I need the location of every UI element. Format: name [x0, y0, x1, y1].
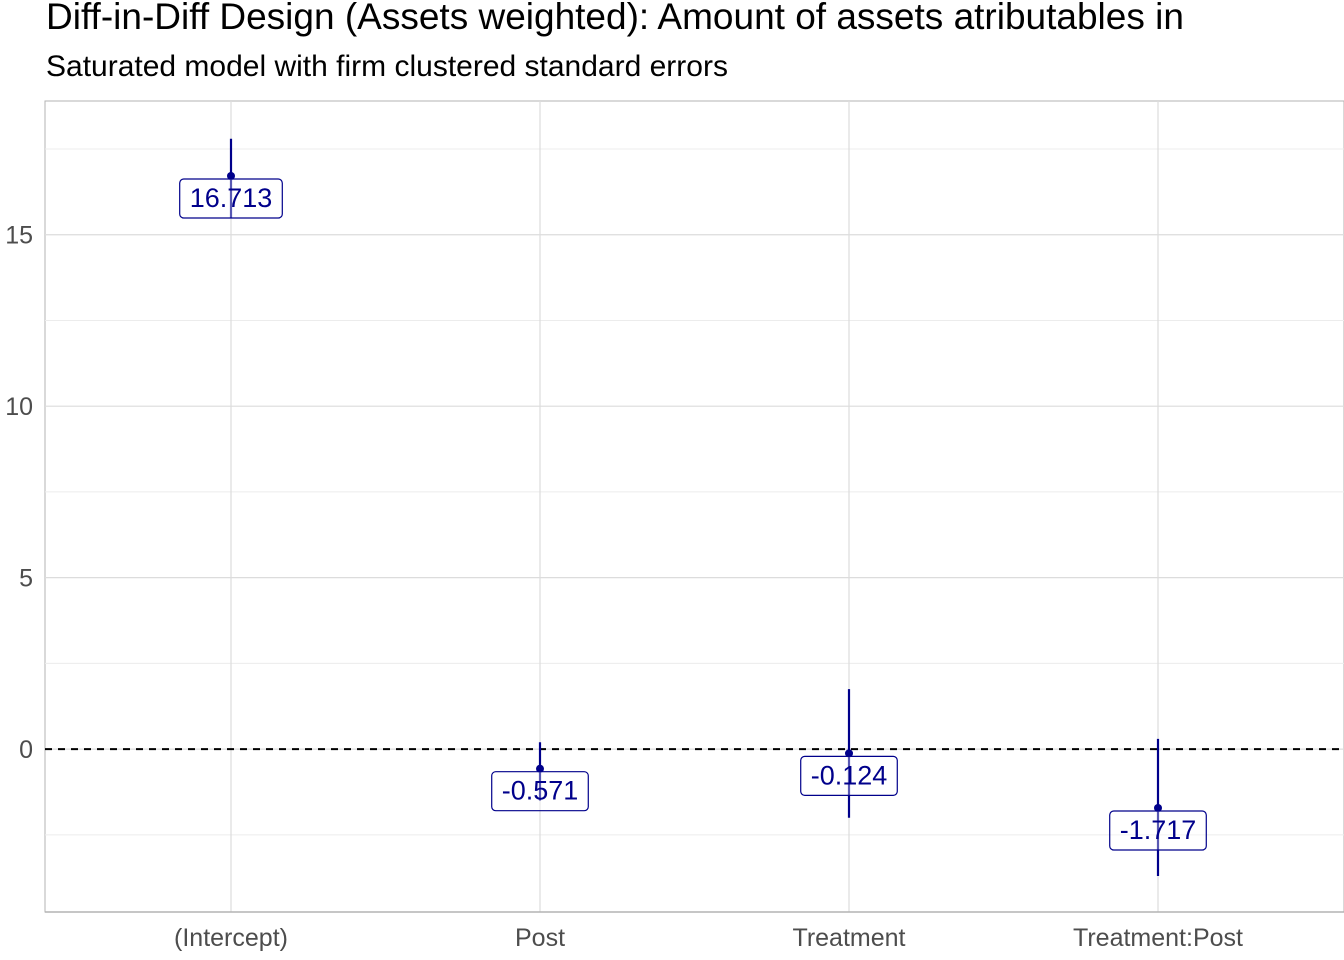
axis-layer: 0 5 10 15 (Intercept) Post Treatment Treatment:…	[5, 222, 1344, 952]
value-label-box	[491, 771, 589, 812]
coefficient-point	[536, 764, 544, 773]
label-layer: 16.713 -0.571 -0.124 -1.717	[179, 178, 1207, 851]
value-label-text: -0.124	[811, 760, 888, 790]
y-tick-label: 15	[5, 222, 33, 250]
value-label-box	[800, 755, 898, 796]
x-tick-label: Treatment	[792, 924, 905, 952]
coefficient-point	[1154, 803, 1162, 812]
value-label-box	[1109, 810, 1207, 851]
panel-border	[44, 100, 1344, 913]
coefficient-point	[845, 749, 853, 758]
value-label-text: -0.571	[502, 776, 579, 806]
value-label: -0.571	[491, 771, 589, 812]
x-tick-label: (Intercept)	[174, 924, 288, 952]
grid-layer	[44, 100, 1344, 913]
chart-subtitle: Saturated model with firm clustered stan…	[46, 50, 728, 83]
y-tick-label: 10	[5, 393, 33, 421]
x-tick-label: Treatment:Post	[1073, 924, 1243, 952]
chart-title: Diff-in-Diff Design (Assets weighted): A…	[46, 0, 1184, 37]
coefficient-point	[227, 171, 235, 180]
value-label-text: -1.717	[1120, 815, 1197, 845]
x-tick-label: Post	[515, 924, 565, 952]
value-label-box	[179, 178, 283, 219]
value-label-text: 16.713	[190, 183, 273, 213]
y-tick-label: 0	[19, 736, 33, 764]
y-tick-label: 5	[19, 565, 33, 593]
mark-layer	[45, 138, 1344, 876]
value-label: 16.713	[179, 178, 283, 219]
value-label: -0.124	[800, 755, 898, 796]
value-label: -1.717	[1109, 810, 1207, 851]
